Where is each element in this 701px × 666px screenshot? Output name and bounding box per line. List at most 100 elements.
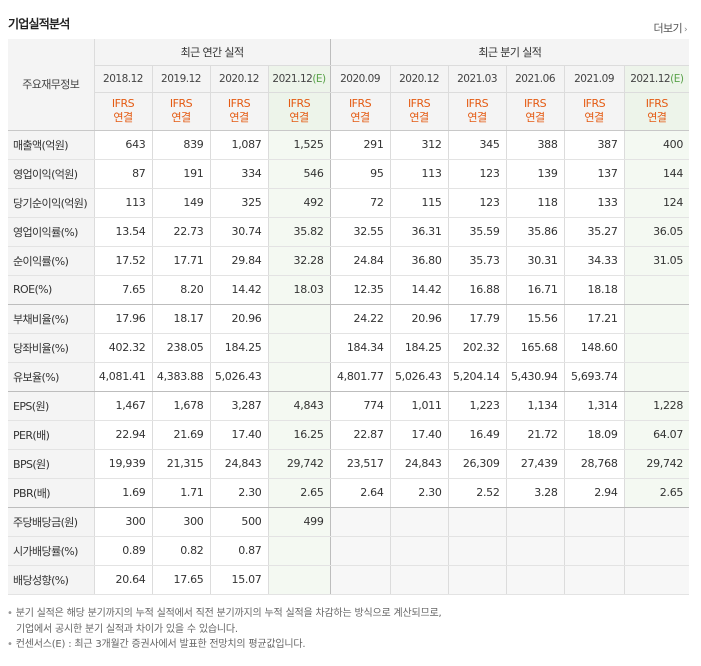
table-cell: 2.30: [389, 478, 449, 508]
more-link[interactable]: 더보기 ›: [653, 20, 687, 36]
table-cell: 4,801.77: [329, 362, 391, 392]
row-label: 유보율(%): [8, 362, 94, 392]
table-cell: 35.73: [447, 246, 507, 276]
table-cell: 14.42: [209, 275, 268, 305]
table-cell: [267, 565, 331, 595]
table-cell: 1,525: [267, 130, 331, 160]
period-label: 2020.12: [399, 72, 439, 85]
table-cell: 36.31: [389, 217, 449, 247]
table-cell: 774: [329, 391, 391, 421]
table-cell: 18.18: [563, 275, 625, 305]
row-label: 매출액(억원): [8, 130, 94, 160]
standard-consolidated: 연결: [289, 111, 309, 124]
standard-consolidated: 연결: [467, 111, 487, 124]
table-cell: 30.74: [209, 217, 268, 247]
table-cell: 29,742: [623, 449, 690, 479]
table-cell: 2.65: [267, 478, 331, 508]
table-cell: [623, 536, 690, 566]
period-label: 2020.09: [340, 72, 380, 85]
table-row: PBR(배) 1.69 1.71 2.30 2.65 2.64 2.30 2.52 3.28 2.…: [8, 478, 690, 508]
footnotes: • 분기 실적은 해당 분기까지의 누적 실적에서 직전 분기까지의 누적 실적을…: [7, 606, 442, 653]
standard-ifrs: IFRS: [111, 97, 135, 110]
table-row: 부채비율(%) 17.96 18.17 20.96 24.22 20.96 17.79 15.…: [8, 304, 690, 334]
row-label: 배당성향(%): [8, 565, 94, 595]
table-cell: 17.65: [151, 565, 210, 595]
row-label: BPS(원): [8, 449, 94, 479]
standard-consolidated: 연결: [350, 111, 370, 124]
table-cell: 238.05: [151, 333, 210, 363]
table-cell: 1,223: [447, 391, 507, 421]
table-cell: 19,939: [93, 449, 152, 479]
table-cell: [329, 507, 391, 537]
accounting-standard: IFRS 연결: [447, 92, 507, 131]
standard-ifrs: IFRS: [407, 97, 431, 110]
table-cell: [267, 333, 331, 363]
table-cell: 202.32: [447, 333, 507, 363]
bullet-icon: •: [7, 608, 13, 619]
estimate-mark: (E): [670, 72, 684, 85]
table-cell: [447, 536, 507, 566]
table-cell: 2.94: [563, 478, 625, 508]
table-cell: [267, 304, 331, 334]
period-label: 2021.03: [457, 72, 497, 85]
period-header: 2019.12: [151, 65, 210, 93]
table-cell: [389, 565, 449, 595]
table-cell: [267, 536, 331, 566]
standard-ifrs: IFRS: [169, 97, 193, 110]
table-cell: 5,430.94: [505, 362, 565, 392]
table-cell: [563, 536, 625, 566]
table-cell: 20.96: [389, 304, 449, 334]
table-row: 주당배당금(원) 300 300 500 499: [8, 507, 690, 537]
financial-table: 주요재무정보 최근 연간 실적 최근 분기 실적 2018.12 2019.12 2…: [8, 39, 690, 595]
table-cell: 15.56: [505, 304, 565, 334]
table-cell: 16.25: [267, 420, 331, 450]
table-cell: 124: [623, 188, 690, 218]
table-cell: [267, 362, 331, 392]
table-cell: 24,843: [209, 449, 268, 479]
row-label: ROE(%): [8, 275, 94, 305]
table-cell: 13.54: [93, 217, 152, 247]
table-cell: 118: [505, 188, 565, 218]
standard-ifrs: IFRS: [287, 97, 311, 110]
table-cell: 0.82: [151, 536, 210, 566]
table-cell: 133: [563, 188, 625, 218]
table-cell: [623, 304, 690, 334]
table-cell: 17.40: [209, 420, 268, 450]
table-cell: [623, 362, 690, 392]
footnote-2: • 컨센서스(E) : 최근 3개월간 증권사에서 발표한 전망치의 평균값입니다…: [7, 639, 306, 650]
table-cell: 32.28: [267, 246, 331, 276]
table-cell: 12.35: [329, 275, 391, 305]
period-header: 2021.06: [505, 65, 565, 93]
table-cell: 95: [329, 159, 391, 189]
table-cell: 1,228: [623, 391, 690, 421]
accounting-standard: IFRS 연결: [151, 92, 210, 131]
table-cell: 643: [93, 130, 152, 160]
table-cell: 291: [329, 130, 391, 160]
standard-ifrs: IFRS: [348, 97, 372, 110]
period-header: 2021.12(E): [267, 65, 331, 93]
table-cell: 24,843: [389, 449, 449, 479]
period-label: 2021.12: [272, 72, 313, 85]
table-row: PER(배) 22.94 21.69 17.40 16.25 22.87 17.40 16.4…: [8, 420, 690, 450]
table-cell: 115: [389, 188, 449, 218]
table-cell: 184.25: [389, 333, 449, 363]
table-cell: [505, 536, 565, 566]
table-row: 당좌비율(%) 402.32 238.05 184.25 184.34 184.25 202…: [8, 333, 690, 363]
standard-consolidated: 연결: [171, 111, 191, 124]
table-cell: 20.64: [93, 565, 152, 595]
table-row: 순이익률(%) 17.52 17.71 29.84 32.28 24.84 36.80 35.…: [8, 246, 690, 276]
table-cell: 1.69: [93, 478, 152, 508]
table-cell: 113: [93, 188, 152, 218]
table-cell: 32.55: [329, 217, 391, 247]
accounting-standard: IFRS 연결: [563, 92, 625, 131]
standard-consolidated: 연결: [647, 111, 667, 124]
row-label: 당기순이익(억원): [8, 188, 94, 218]
table-cell: [329, 536, 391, 566]
period-label: 2018.12: [103, 72, 143, 85]
table-cell: 300: [93, 507, 152, 537]
table-cell: 5,693.74: [563, 362, 625, 392]
table-cell: 3.28: [505, 478, 565, 508]
table-cell: 2.65: [623, 478, 690, 508]
table-cell: [447, 507, 507, 537]
table-cell: 22.73: [151, 217, 210, 247]
